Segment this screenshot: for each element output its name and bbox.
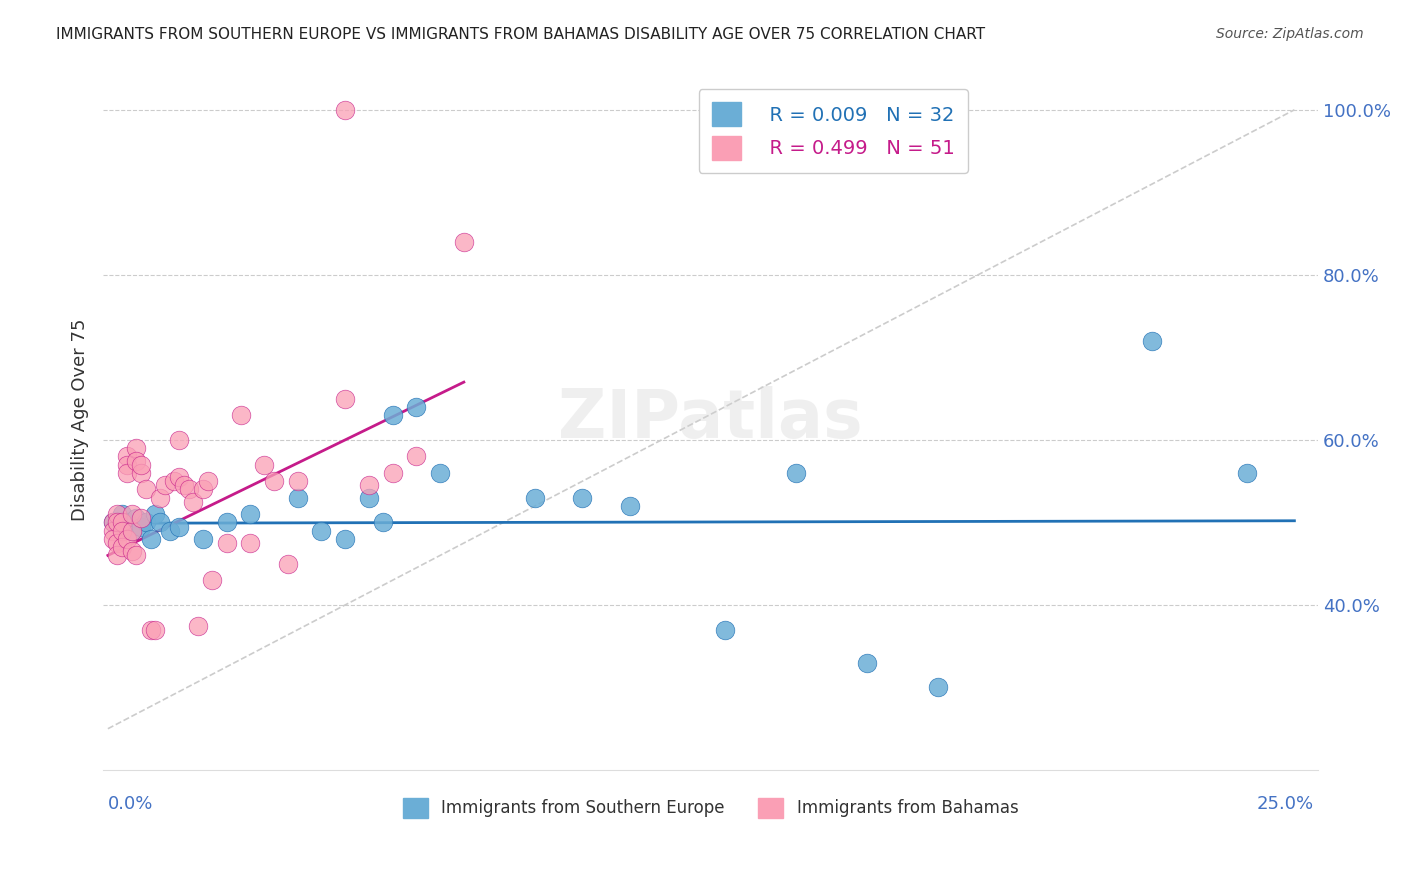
Point <box>453 235 475 249</box>
Point <box>856 656 879 670</box>
Point <box>125 511 148 525</box>
Point <box>105 507 128 521</box>
Point <box>927 681 949 695</box>
Point <box>129 511 152 525</box>
Point <box>173 478 195 492</box>
Point <box>111 540 134 554</box>
Point <box>215 536 238 550</box>
Point <box>115 516 138 530</box>
Point <box>105 516 128 530</box>
Point <box>277 557 299 571</box>
Point <box>101 516 124 530</box>
Point <box>111 507 134 521</box>
Point <box>215 516 238 530</box>
Point <box>1140 334 1163 348</box>
Point <box>111 516 134 530</box>
Point <box>101 516 124 530</box>
Point <box>101 524 124 538</box>
Point <box>143 623 166 637</box>
Point <box>129 458 152 472</box>
Point <box>149 491 172 505</box>
Point <box>381 466 404 480</box>
Point <box>111 524 134 538</box>
Point <box>287 474 309 488</box>
Point <box>1236 466 1258 480</box>
Point <box>239 507 262 521</box>
Point <box>229 408 252 422</box>
Point <box>115 466 138 480</box>
Point <box>159 524 181 538</box>
Point <box>201 573 224 587</box>
Y-axis label: Disability Age Over 75: Disability Age Over 75 <box>72 318 89 521</box>
Point <box>373 516 395 530</box>
Point <box>287 491 309 505</box>
Point <box>405 400 427 414</box>
Point <box>191 532 214 546</box>
Point <box>143 507 166 521</box>
Point <box>335 103 357 117</box>
Point <box>187 618 209 632</box>
Point <box>153 478 176 492</box>
Point <box>429 466 451 480</box>
Point <box>197 474 219 488</box>
Text: IMMIGRANTS FROM SOUTHERN EUROPE VS IMMIGRANTS FROM BAHAMAS DISABILITY AGE OVER 7: IMMIGRANTS FROM SOUTHERN EUROPE VS IMMIG… <box>56 27 986 42</box>
Point <box>191 483 214 497</box>
Point <box>571 491 593 505</box>
Point <box>121 524 143 538</box>
Point <box>121 507 143 521</box>
Point <box>125 441 148 455</box>
Point <box>163 474 186 488</box>
Point <box>253 458 276 472</box>
Point <box>181 495 204 509</box>
Text: ZIPatlas: ZIPatlas <box>558 386 863 452</box>
Point <box>335 532 357 546</box>
Text: Source: ZipAtlas.com: Source: ZipAtlas.com <box>1216 27 1364 41</box>
Point <box>121 544 143 558</box>
Point <box>714 623 737 637</box>
Point <box>263 474 285 488</box>
Point <box>311 524 333 538</box>
Point <box>125 453 148 467</box>
Point <box>619 499 641 513</box>
Point <box>105 549 128 563</box>
Point <box>121 524 143 538</box>
Text: 25.0%: 25.0% <box>1257 795 1313 813</box>
Text: 0.0%: 0.0% <box>108 795 153 813</box>
Point <box>115 450 138 464</box>
Point <box>125 549 148 563</box>
Point <box>381 408 404 422</box>
Point <box>167 519 190 533</box>
Point <box>139 532 162 546</box>
Point <box>129 519 152 533</box>
Point <box>149 516 172 530</box>
Point <box>105 536 128 550</box>
Point <box>115 532 138 546</box>
Point <box>335 392 357 406</box>
Point <box>135 483 157 497</box>
Point <box>524 491 547 505</box>
Point <box>129 466 152 480</box>
Point <box>357 478 380 492</box>
Point <box>405 450 427 464</box>
Legend: Immigrants from Southern Europe, Immigrants from Bahamas: Immigrants from Southern Europe, Immigra… <box>396 791 1025 825</box>
Point <box>139 623 162 637</box>
Point <box>167 470 190 484</box>
Point <box>357 491 380 505</box>
Point <box>239 536 262 550</box>
Point <box>115 458 138 472</box>
Point <box>177 483 200 497</box>
Point <box>101 532 124 546</box>
Point <box>135 516 157 530</box>
Point <box>167 433 190 447</box>
Point <box>785 466 807 480</box>
